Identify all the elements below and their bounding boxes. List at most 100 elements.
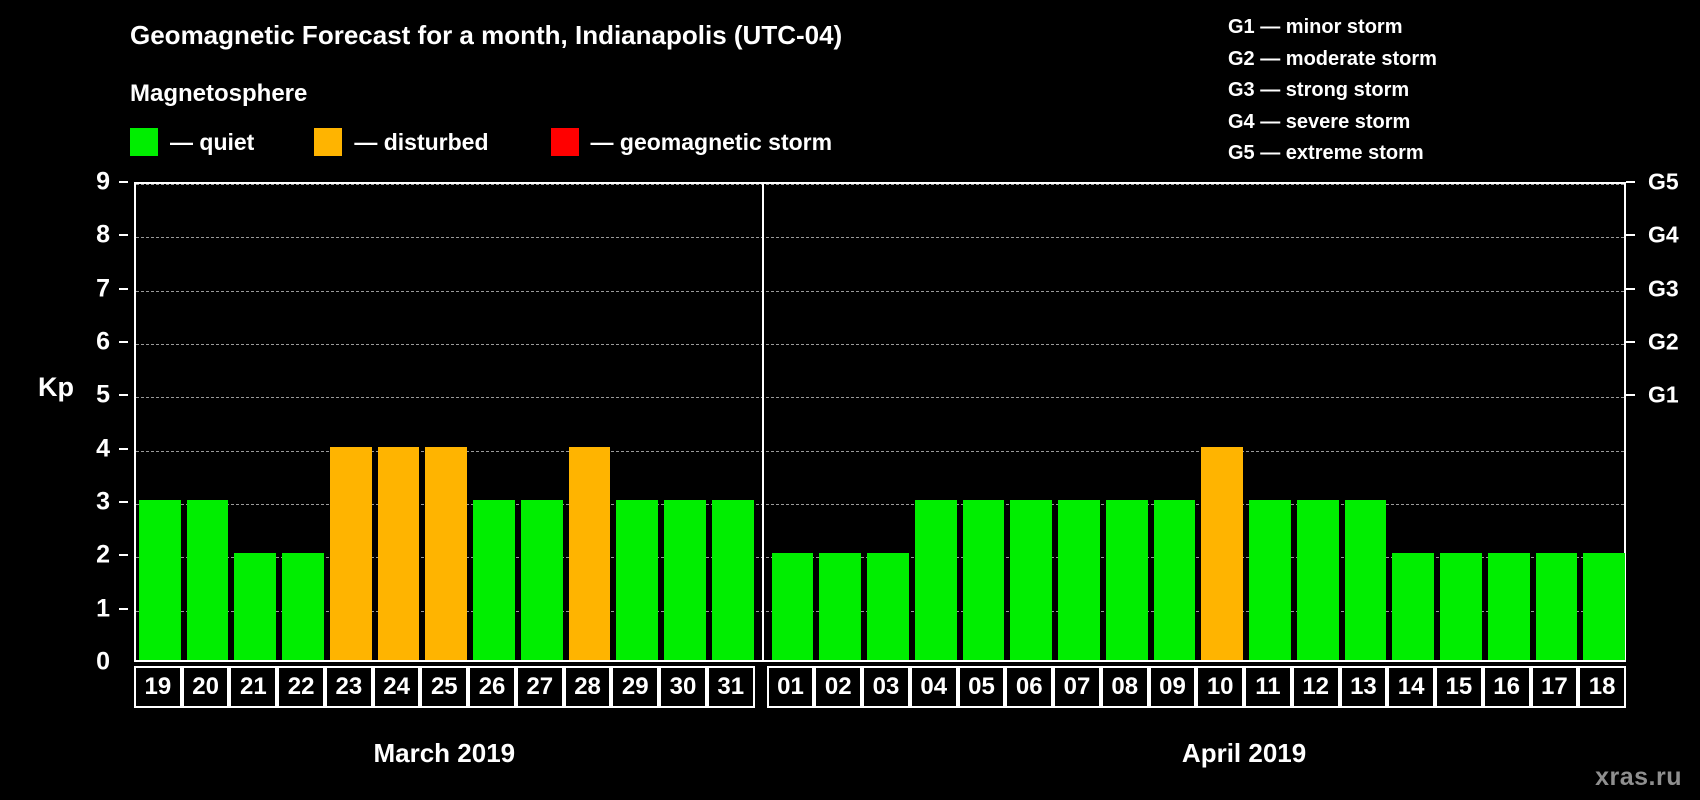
bar-march-21[interactable] bbox=[234, 553, 277, 660]
day-label-april-18[interactable]: 18 bbox=[1578, 666, 1626, 708]
legend-label-disturbed: — disturbed bbox=[354, 128, 489, 155]
bar-april-08[interactable] bbox=[1105, 500, 1148, 660]
g-tick-label-g4: G4 bbox=[1648, 221, 1679, 248]
bar-april-03[interactable] bbox=[867, 553, 909, 660]
day-label-april-07[interactable]: 07 bbox=[1053, 666, 1101, 708]
gridline-kp-6 bbox=[136, 344, 1624, 345]
y-axis-title: Kp bbox=[38, 372, 74, 402]
day-label-april-12[interactable]: 12 bbox=[1291, 666, 1340, 708]
g-scale-legend: G1 — minor storm G2 — moderate storm G3 … bbox=[1228, 12, 1437, 170]
y-tick-label-2: 2 bbox=[96, 540, 110, 569]
gridline-kp-7 bbox=[136, 290, 1624, 292]
y-tick-label-4: 4 bbox=[96, 434, 110, 463]
day-label-april-05[interactable]: 05 bbox=[957, 666, 1006, 708]
bar-march-19[interactable] bbox=[139, 500, 181, 660]
g-legend-row-g3: G3 — strong storm bbox=[1228, 79, 1410, 101]
bar-april-13[interactable] bbox=[1344, 500, 1387, 660]
y-tick-mark-2 bbox=[119, 554, 128, 557]
day-label-april-06[interactable]: 06 bbox=[1005, 666, 1054, 708]
day-label-march-31[interactable]: 31 bbox=[706, 666, 755, 708]
y-tick-label-8: 8 bbox=[96, 220, 110, 249]
y-tick-label-3: 3 bbox=[96, 487, 110, 516]
bar-march-30[interactable] bbox=[664, 500, 706, 660]
y-tick-mark-6 bbox=[119, 341, 128, 343]
g-legend-row-g2: G2 — moderate storm bbox=[1228, 47, 1437, 70]
day-label-april-08[interactable]: 08 bbox=[1100, 666, 1149, 708]
bar-april-07[interactable] bbox=[1058, 500, 1100, 660]
bar-april-12[interactable] bbox=[1296, 500, 1339, 660]
day-label-march-29[interactable]: 29 bbox=[611, 666, 660, 708]
g-tick-mark-g2 bbox=[1626, 341, 1635, 343]
bar-april-14[interactable] bbox=[1392, 553, 1435, 660]
y-tick-label-1: 1 bbox=[96, 594, 110, 623]
bar-march-23[interactable] bbox=[329, 446, 372, 660]
day-label-april-13[interactable]: 13 bbox=[1339, 666, 1388, 708]
bar-march-24[interactable] bbox=[377, 446, 420, 660]
day-label-march-19[interactable]: 19 bbox=[134, 666, 182, 708]
g-tick-label-g1: G1 bbox=[1648, 381, 1679, 408]
bar-april-04[interactable] bbox=[914, 500, 957, 660]
bar-april-15[interactable] bbox=[1440, 553, 1482, 660]
bar-april-16[interactable] bbox=[1487, 553, 1530, 660]
day-label-march-24[interactable]: 24 bbox=[372, 666, 421, 708]
g-tick-mark-g4 bbox=[1626, 234, 1635, 237]
bar-march-27[interactable] bbox=[520, 500, 563, 660]
bars-layer bbox=[136, 184, 1625, 660]
day-label-april-09[interactable]: 09 bbox=[1148, 666, 1197, 708]
color-legend: — quiet — disturbed — geomagnetic storm bbox=[130, 128, 832, 156]
bar-march-31[interactable] bbox=[711, 500, 754, 660]
g-legend-row-g4: G4 — severe storm bbox=[1228, 110, 1411, 133]
day-label-march-28[interactable]: 28 bbox=[563, 666, 612, 708]
bar-april-10[interactable] bbox=[1201, 446, 1244, 660]
bar-march-29[interactable] bbox=[616, 500, 659, 660]
bar-april-17[interactable] bbox=[1535, 553, 1578, 660]
legend-swatch-storm-icon bbox=[550, 128, 579, 156]
legend-item-quiet: — quiet bbox=[130, 128, 254, 156]
y-axis-left: 0 1 2 3 4 5 6 7 8 9 bbox=[0, 168, 128, 676]
y-tick-mark-1 bbox=[119, 607, 128, 610]
day-label-march-22[interactable]: 22 bbox=[277, 666, 325, 708]
bar-april-11[interactable] bbox=[1249, 500, 1291, 660]
bar-april-06[interactable] bbox=[1010, 500, 1053, 660]
legend-item-disturbed: — disturbed bbox=[314, 128, 489, 156]
bar-march-25[interactable] bbox=[425, 446, 468, 660]
day-label-march-20[interactable]: 20 bbox=[181, 666, 230, 708]
day-label-march-23[interactable]: 23 bbox=[324, 666, 373, 708]
bar-march-20[interactable] bbox=[186, 500, 229, 660]
bar-march-28[interactable] bbox=[568, 446, 611, 660]
day-label-april-03[interactable]: 03 bbox=[862, 666, 910, 708]
day-label-march-25[interactable]: 25 bbox=[420, 666, 469, 708]
g-tick-mark-g1 bbox=[1626, 394, 1635, 397]
y-tick-label-7: 7 bbox=[96, 274, 110, 303]
bar-march-22[interactable] bbox=[282, 553, 324, 660]
day-label-april-02[interactable]: 02 bbox=[814, 666, 863, 708]
legend-swatch-quiet-icon bbox=[130, 128, 158, 156]
y-tick-mark-5 bbox=[119, 394, 128, 397]
day-label-april-17[interactable]: 17 bbox=[1530, 666, 1579, 708]
day-label-april-15[interactable]: 15 bbox=[1435, 666, 1483, 708]
bar-april-05[interactable] bbox=[962, 500, 1005, 660]
g-legend-row-g1: G1 — minor storm bbox=[1228, 16, 1403, 38]
y-tick-label-0: 0 bbox=[96, 647, 110, 676]
gridline-kp-4 bbox=[136, 450, 1624, 452]
day-label-march-26[interactable]: 26 bbox=[468, 666, 516, 708]
day-label-march-30[interactable]: 30 bbox=[659, 666, 707, 708]
day-label-april-16[interactable]: 16 bbox=[1482, 666, 1531, 708]
gridline-kp-3 bbox=[136, 504, 1624, 505]
gridline-kp-8 bbox=[136, 237, 1624, 239]
bar-april-02[interactable] bbox=[819, 553, 862, 660]
bar-april-09[interactable] bbox=[1153, 500, 1196, 660]
day-label-april-01[interactable]: 01 bbox=[766, 666, 815, 708]
day-label-april-10[interactable]: 10 bbox=[1196, 666, 1245, 708]
day-label-march-21[interactable]: 21 bbox=[229, 666, 278, 708]
g-tick-label-g5: G5 bbox=[1648, 168, 1679, 195]
bar-march-26[interactable] bbox=[473, 500, 515, 660]
day-label-april-04[interactable]: 04 bbox=[909, 666, 958, 708]
bar-april-01[interactable] bbox=[771, 553, 814, 660]
day-label-april-14[interactable]: 14 bbox=[1387, 666, 1436, 708]
day-label-april-11[interactable]: 11 bbox=[1244, 666, 1292, 708]
day-label-march-27[interactable]: 27 bbox=[515, 666, 564, 708]
y-tick-label-5: 5 bbox=[96, 380, 110, 409]
legend-label-storm: — geomagnetic storm bbox=[590, 128, 833, 155]
bar-april-18[interactable] bbox=[1583, 553, 1625, 660]
